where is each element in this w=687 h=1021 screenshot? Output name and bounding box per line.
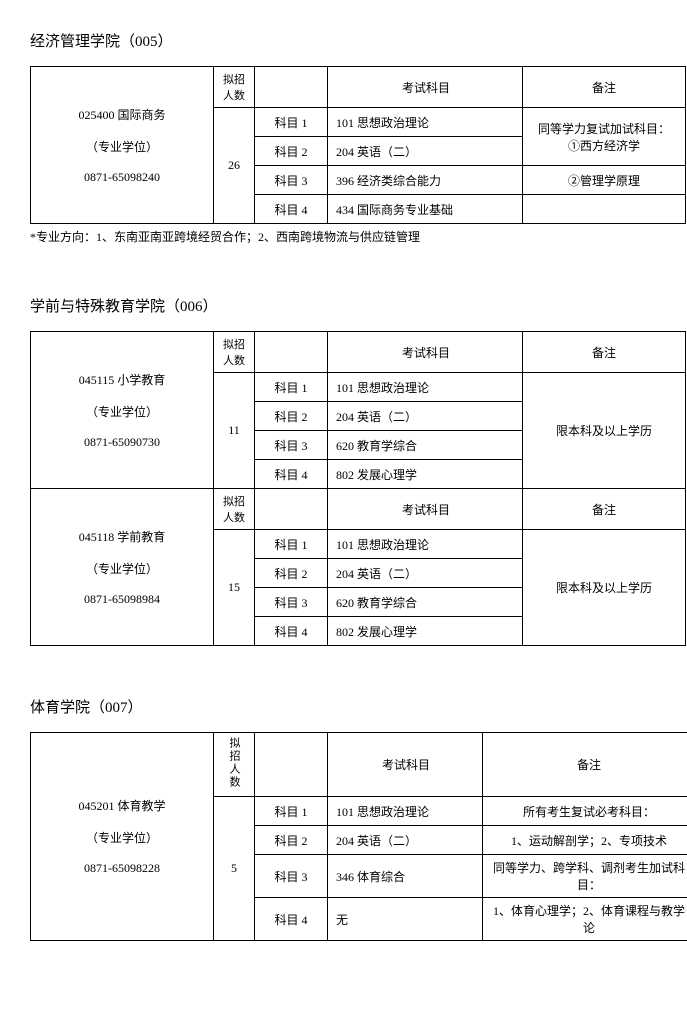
subject-name: 204 英语（二） [328, 559, 523, 588]
header-exam: 考试科目 [328, 332, 523, 373]
program-info: 045201 体育教学 （专业学位） 0871-65098228 [31, 733, 214, 941]
note-text: 所有考生复试必考科目： [483, 797, 687, 826]
section-title: 学前与特殊教育学院（006） [30, 295, 657, 316]
subject-label: 科目 3 [255, 166, 328, 195]
subject-label: 科目 3 [255, 588, 328, 617]
subject-name: 101 思想政治理论 [328, 373, 523, 402]
program-info: 045115 小学教育 （专业学位） 0871-65090730 [31, 332, 214, 489]
note-text: ②管理学原理 [523, 166, 686, 195]
num-value: 15 [214, 530, 255, 646]
num-label-text: 拟招人数 [226, 737, 242, 789]
subject-label: 科目 4 [255, 460, 328, 489]
program-degree: （专业学位） [37, 560, 207, 577]
program-degree: （专业学位） [37, 403, 207, 420]
program-table: 025400 国际商务 （专业学位） 0871-65098240 拟招人数 考试… [30, 66, 686, 224]
subject-label: 科目 3 [255, 431, 328, 460]
program-phone: 0871-65098228 [37, 861, 207, 876]
program-degree: （专业学位） [37, 829, 207, 846]
num-label: 拟招人数 [214, 733, 255, 797]
note-line: ①西方经济学 [568, 139, 640, 153]
subject-name: 101 思想政治理论 [328, 530, 523, 559]
subject-label: 科目 1 [255, 373, 328, 402]
section-economics: 经济管理学院（005） 025400 国际商务 （专业学位） 0871-6509… [30, 30, 657, 245]
program-phone: 0871-65090730 [37, 435, 207, 450]
subject-name: 802 发展心理学 [328, 460, 523, 489]
subject-label: 科目 1 [255, 797, 328, 826]
subject-label: 科目 3 [255, 855, 328, 898]
subject-label: 科目 4 [255, 898, 328, 941]
header-exam: 考试科目 [328, 67, 523, 108]
subject-name: 204 英语（二） [328, 826, 483, 855]
header-exam: 考试科目 [328, 733, 483, 797]
program-table: 045201 体育教学 （专业学位） 0871-65098228 拟招人数 考试… [30, 732, 687, 941]
subject-label: 科目 2 [255, 559, 328, 588]
blank [255, 332, 328, 373]
header-exam: 考试科目 [328, 489, 523, 530]
section-pe: 体育学院（007） 045201 体育教学 （专业学位） 0871-650982… [30, 696, 657, 941]
subject-label: 科目 1 [255, 530, 328, 559]
header-note: 备注 [523, 489, 686, 530]
subject-label: 科目 1 [255, 108, 328, 137]
subject-name: 346 体育综合 [328, 855, 483, 898]
subject-name: 无 [328, 898, 483, 941]
note-line: 同等学力复试加试科目： [538, 122, 670, 136]
subject-label: 科目 4 [255, 195, 328, 224]
subject-label: 科目 2 [255, 826, 328, 855]
note-text: 同等学力、跨学科、调剂考生加试科目： [483, 855, 687, 898]
subject-name: 101 思想政治理论 [328, 108, 523, 137]
program-degree: （专业学位） [37, 138, 207, 155]
header-note: 备注 [523, 332, 686, 373]
program-code: 045115 小学教育 [37, 371, 207, 388]
subject-name: 802 发展心理学 [328, 617, 523, 646]
num-value: 26 [214, 108, 255, 224]
program-phone: 0871-65098240 [37, 170, 207, 185]
blank [255, 67, 328, 108]
note-text: 限本科及以上学历 [523, 373, 686, 489]
num-label: 拟招人数 [214, 332, 255, 373]
program-phone: 0871-65098984 [37, 592, 207, 607]
program-table: 045115 小学教育 （专业学位） 0871-65090730 拟招人数 考试… [30, 331, 686, 646]
note-text: 限本科及以上学历 [523, 530, 686, 646]
subject-label: 科目 4 [255, 617, 328, 646]
subject-name: 620 教育学综合 [328, 431, 523, 460]
header-note: 备注 [523, 67, 686, 108]
subject-name: 396 经济类综合能力 [328, 166, 523, 195]
num-value: 11 [214, 373, 255, 489]
program-code: 045118 学前教育 [37, 528, 207, 545]
program-info: 045118 学前教育 （专业学位） 0871-65098984 [31, 489, 214, 646]
note-text: 1、体育心理学；2、体育课程与教学论 [483, 898, 687, 941]
subject-label: 科目 2 [255, 402, 328, 431]
footnote: *专业方向：1、东南亚南亚跨境经贸合作；2、西南跨境物流与供应链管理 [30, 228, 657, 245]
section-title: 经济管理学院（005） [30, 30, 657, 51]
note-text [523, 195, 686, 224]
subject-name: 204 英语（二） [328, 137, 523, 166]
note-text: 同等学力复试加试科目： ①西方经济学 [523, 108, 686, 166]
header-note: 备注 [483, 733, 687, 797]
subject-name: 204 英语（二） [328, 402, 523, 431]
num-label: 拟招人数 [214, 67, 255, 108]
note-text: 1、运动解剖学；2、专项技术 [483, 826, 687, 855]
subject-name: 101 思想政治理论 [328, 797, 483, 826]
blank [255, 489, 328, 530]
program-info: 025400 国际商务 （专业学位） 0871-65098240 [31, 67, 214, 224]
program-code: 045201 体育教学 [37, 797, 207, 814]
section-preschool: 学前与特殊教育学院（006） 045115 小学教育 （专业学位） 0871-6… [30, 295, 657, 646]
section-title: 体育学院（007） [30, 696, 657, 717]
subject-label: 科目 2 [255, 137, 328, 166]
num-label: 拟招人数 [214, 489, 255, 530]
subject-name: 620 教育学综合 [328, 588, 523, 617]
subject-name: 434 国际商务专业基础 [328, 195, 523, 224]
num-value: 5 [214, 797, 255, 941]
blank [255, 733, 328, 797]
program-code: 025400 国际商务 [37, 106, 207, 123]
